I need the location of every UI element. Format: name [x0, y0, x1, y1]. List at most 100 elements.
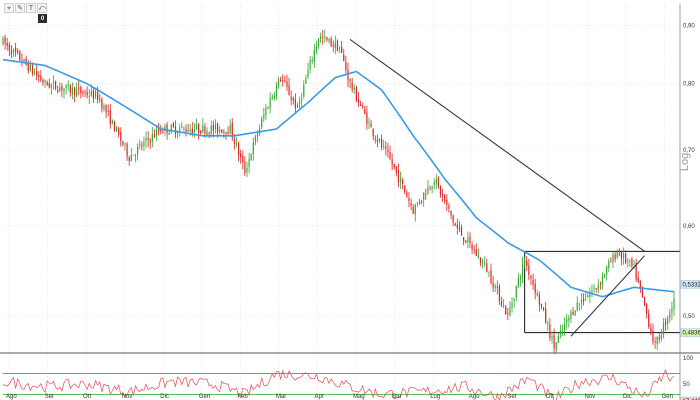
- candle-body: [378, 139, 381, 142]
- candle-body: [50, 84, 52, 88]
- candle-body: [139, 144, 141, 146]
- candle-body: [227, 131, 229, 134]
- candle-body: [420, 200, 423, 203]
- levels: [524, 250, 680, 334]
- candle-body: [336, 40, 339, 52]
- candle-body: [130, 155, 132, 161]
- candle-body: [536, 293, 538, 296]
- candle-body: [608, 261, 610, 268]
- candle-body: [435, 179, 437, 184]
- candle-body: [521, 263, 524, 277]
- candle-body: [298, 101, 301, 104]
- candle-body: [612, 254, 614, 263]
- candle-body: [383, 146, 385, 147]
- candle-body: [404, 185, 406, 192]
- candle-body: [254, 136, 257, 142]
- pencil-icon[interactable]: ✎: [15, 3, 25, 13]
- candle-body: [618, 253, 620, 255]
- candle-body: [311, 59, 313, 62]
- x-tick-label: Set: [45, 394, 54, 400]
- x-tick-label: Ago: [469, 394, 480, 400]
- candle-body: [667, 318, 669, 324]
- log-scale-label[interactable]: Log: [679, 153, 691, 171]
- candle-body: [488, 271, 490, 273]
- candle-body: [456, 224, 458, 229]
- candle-body: [568, 317, 570, 321]
- candle-body: [374, 137, 376, 139]
- candle-body: [290, 96, 292, 99]
- candle-body: [625, 253, 627, 263]
- candle-body: [71, 87, 74, 95]
- candle-body: [185, 128, 187, 132]
- candle-body: [10, 50, 13, 55]
- candle-body: [658, 337, 660, 340]
- candle-body: [589, 292, 591, 297]
- falling-trendline: [349, 38, 645, 252]
- candle-body: [15, 47, 17, 53]
- candle-body: [570, 311, 572, 320]
- candle-body: [198, 124, 200, 133]
- candle-body: [643, 296, 646, 306]
- candle-body: [414, 204, 416, 215]
- candle-body: [639, 280, 641, 288]
- candle-body: [530, 275, 532, 279]
- candle-body: [633, 264, 635, 265]
- candle-body: [183, 127, 185, 129]
- candle-body: [210, 125, 212, 134]
- candle-body: [263, 114, 265, 118]
- candle-body: [231, 123, 233, 138]
- erase-icon[interactable]: ⤺: [37, 3, 47, 13]
- candle-body: [660, 335, 662, 339]
- candle-body: [233, 139, 235, 145]
- candle-body: [408, 197, 410, 202]
- candle-body: [559, 330, 562, 335]
- candle-body: [223, 130, 225, 134]
- candle-body: [465, 240, 467, 243]
- candle-body: [439, 186, 442, 195]
- x-tick-label: Mag: [353, 394, 365, 400]
- candle-body: [671, 308, 673, 314]
- candle-body: [195, 124, 198, 129]
- candle-body: [94, 91, 97, 98]
- candle-body: [143, 141, 145, 147]
- candle-body: [282, 80, 284, 81]
- candle-body: [176, 132, 179, 134]
- candle-body: [101, 99, 103, 109]
- candle-body: [669, 313, 671, 319]
- rsi-value-tag: 17,4488: [683, 399, 700, 400]
- candle-body: [97, 91, 99, 100]
- crosshair-icon[interactable]: ⌖: [4, 3, 14, 13]
- candle-body: [151, 133, 153, 142]
- candle-body: [86, 91, 88, 96]
- candle-body: [475, 249, 477, 256]
- candle-body: [78, 87, 80, 89]
- candle-body: [57, 90, 59, 92]
- candle-body: [105, 104, 107, 113]
- candle-body: [387, 149, 389, 153]
- candle-body: [170, 125, 172, 132]
- candle-body: [526, 260, 528, 266]
- candle-body: [109, 109, 111, 125]
- candle-body: [206, 130, 208, 136]
- candle-body: [193, 129, 196, 132]
- candle-body: [538, 294, 540, 305]
- text-icon[interactable]: T: [26, 3, 36, 13]
- candle-body: [349, 79, 351, 82]
- candle-body: [641, 286, 644, 297]
- candle-body: [147, 138, 149, 141]
- x-tick-label: Giu: [392, 394, 401, 400]
- candle-body: [616, 251, 618, 258]
- candle-body: [162, 131, 164, 133]
- candle-body: [534, 283, 536, 294]
- candle-body: [36, 71, 38, 76]
- candle-body: [137, 146, 139, 155]
- candle-body: [412, 207, 414, 214]
- candles: [2, 29, 675, 354]
- candle-body: [555, 342, 557, 351]
- candle-body: [2, 38, 4, 45]
- candle-body: [597, 284, 599, 290]
- candle-body: [385, 146, 387, 149]
- candle-body: [153, 135, 156, 138]
- moving-average-line: [2, 58, 675, 298]
